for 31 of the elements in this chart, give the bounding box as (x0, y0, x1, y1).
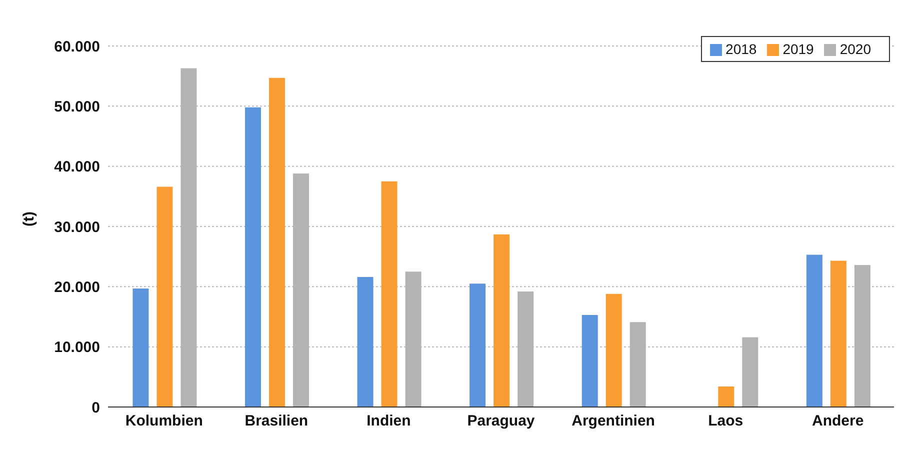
x-tick-label: Kolumbien (125, 412, 203, 430)
bar (268, 78, 285, 407)
x-tick-label: Argentinien (572, 412, 655, 430)
bar (830, 260, 846, 407)
bar (470, 284, 486, 407)
bar (494, 234, 510, 407)
x-tick-label: Brasilien (244, 412, 308, 430)
legend-label: 2020 (840, 41, 871, 57)
x-tick-label: Laos (708, 412, 744, 430)
bar (132, 288, 149, 407)
bar (156, 186, 173, 407)
x-tick-label: Andere (812, 412, 864, 430)
y-tick-label: 30.000 (54, 218, 100, 236)
y-tick-label: 40.000 (54, 158, 100, 176)
x-tick-label: Indien (366, 412, 411, 430)
bar (806, 254, 822, 407)
y-axis-title: (t) (20, 212, 38, 226)
bar (718, 386, 734, 407)
y-tick-label: 20.000 (54, 278, 100, 296)
y-tick-label: 0 (92, 399, 100, 416)
y-tick-label: 60.000 (54, 38, 100, 56)
legend-label: 2019 (782, 41, 814, 57)
bar (357, 277, 374, 407)
y-tick-label: 50.000 (54, 98, 100, 116)
bar (606, 294, 622, 407)
y-tick-label: 10.000 (54, 339, 100, 356)
bar (244, 107, 261, 407)
bar (381, 181, 398, 407)
x-tick-label: Paraguay (467, 412, 536, 430)
bar (582, 314, 598, 407)
legend-label: 2018 (726, 41, 757, 57)
